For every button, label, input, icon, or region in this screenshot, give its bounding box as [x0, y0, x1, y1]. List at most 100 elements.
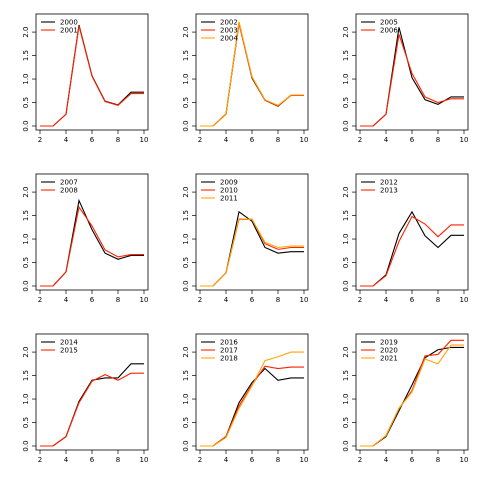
x-tick-label: 6 — [410, 136, 415, 144]
series-line-2020 — [360, 339, 464, 447]
series-line-2021 — [360, 344, 464, 447]
x-tick-label: 10 — [460, 456, 469, 464]
plot-frame — [35, 333, 149, 451]
series-line-2001 — [40, 25, 144, 127]
x-tick-label: 10 — [300, 136, 309, 144]
plot-frame — [35, 13, 149, 131]
y-tick-label: 0.5 — [182, 97, 190, 108]
y-tick-label: 1.0 — [182, 233, 190, 244]
legend-label: 2008 — [60, 187, 78, 195]
y-tick-label: 1.5 — [22, 50, 30, 61]
series-line-2007 — [40, 198, 144, 287]
x-tick-label: 6 — [90, 296, 95, 304]
y-tick-label: 2.0 — [22, 187, 30, 198]
x-tick-label: 10 — [140, 136, 149, 144]
legend-label: 2018 — [220, 355, 238, 363]
y-tick-label: 0.5 — [182, 417, 190, 428]
legend-label: 2013 — [380, 187, 398, 195]
series-line-2018 — [200, 351, 304, 447]
y-tick-label: 0.5 — [342, 257, 350, 268]
y-tick-label: 2.0 — [22, 27, 30, 38]
x-tick-label: 8 — [116, 296, 120, 304]
y-tick-label: 1.5 — [342, 370, 350, 381]
y-tick-label: 1.0 — [342, 393, 350, 404]
y-tick-label: 0.5 — [22, 257, 30, 268]
y-tick-label: 0.0 — [182, 440, 190, 451]
series-line-2008 — [40, 205, 144, 287]
series-line-2010 — [200, 218, 304, 287]
series-line-2004 — [200, 21, 304, 127]
x-tick-label: 6 — [90, 136, 95, 144]
legend-label: 2002 — [220, 19, 238, 27]
x-tick-label: 10 — [460, 296, 469, 304]
x-tick-label: 6 — [410, 296, 415, 304]
x-tick-label: 6 — [250, 456, 255, 464]
y-tick-label: 0.5 — [22, 417, 30, 428]
x-tick-label: 4 — [384, 456, 389, 464]
y-tick-label: 0.5 — [342, 97, 350, 108]
x-tick-label: 8 — [116, 136, 120, 144]
plot-frame — [195, 333, 309, 451]
y-tick-label: 0.0 — [22, 120, 30, 131]
plot-frame — [195, 173, 309, 291]
x-tick-label: 6 — [250, 136, 255, 144]
x-tick-label: 2 — [38, 136, 42, 144]
legend-label: 2021 — [380, 355, 398, 363]
y-tick-label: 0.5 — [22, 97, 30, 108]
legend-label: 2015 — [60, 347, 78, 355]
series-line-2019 — [360, 346, 464, 447]
legend-label: 2016 — [220, 339, 238, 347]
y-tick-label: 2.0 — [182, 347, 190, 358]
legend-label: 2009 — [220, 179, 238, 187]
x-tick-label: 8 — [116, 456, 120, 464]
y-tick-label: 0.0 — [182, 280, 190, 291]
y-tick-label: 2.0 — [342, 187, 350, 198]
y-tick-label: 1.5 — [22, 210, 30, 221]
series-line-2012 — [360, 210, 464, 287]
series-line-2011 — [200, 218, 304, 287]
legend-label: 2001 — [60, 27, 78, 35]
x-tick-label: 10 — [140, 296, 149, 304]
y-tick-label: 1.0 — [342, 233, 350, 244]
x-tick-label: 10 — [300, 296, 309, 304]
x-tick-label: 4 — [64, 456, 69, 464]
series-line-2016 — [200, 367, 304, 447]
y-tick-label: 2.0 — [22, 347, 30, 358]
legend-label: 2005 — [380, 19, 398, 27]
x-tick-label: 8 — [276, 296, 280, 304]
y-tick-label: 1.0 — [182, 73, 190, 84]
x-tick-label: 10 — [140, 456, 149, 464]
y-tick-label: 1.5 — [342, 50, 350, 61]
y-tick-label: 2.0 — [342, 27, 350, 38]
x-tick-label: 2 — [358, 136, 362, 144]
x-tick-label: 2 — [38, 456, 42, 464]
x-tick-label: 8 — [276, 456, 280, 464]
legend-label: 2004 — [220, 35, 238, 43]
x-tick-label: 4 — [224, 456, 229, 464]
y-tick-label: 1.5 — [182, 50, 190, 61]
y-tick-label: 1.5 — [182, 370, 190, 381]
series-line-2005 — [360, 27, 464, 127]
x-tick-label: 4 — [224, 296, 229, 304]
series-line-2013 — [360, 215, 464, 287]
series-line-2014 — [40, 363, 144, 447]
legend-label: 2000 — [60, 19, 78, 27]
y-tick-label: 2.0 — [342, 347, 350, 358]
series-line-2009 — [200, 210, 304, 287]
legend-label: 2006 — [380, 27, 398, 35]
y-tick-label: 0.5 — [182, 257, 190, 268]
y-tick-label: 1.5 — [182, 210, 190, 221]
y-tick-label: 0.0 — [22, 280, 30, 291]
y-tick-label: 1.0 — [342, 73, 350, 84]
x-tick-label: 8 — [276, 136, 280, 144]
legend-label: 2012 — [380, 179, 398, 187]
plot-frame — [195, 13, 309, 131]
plot-frame — [35, 173, 149, 291]
